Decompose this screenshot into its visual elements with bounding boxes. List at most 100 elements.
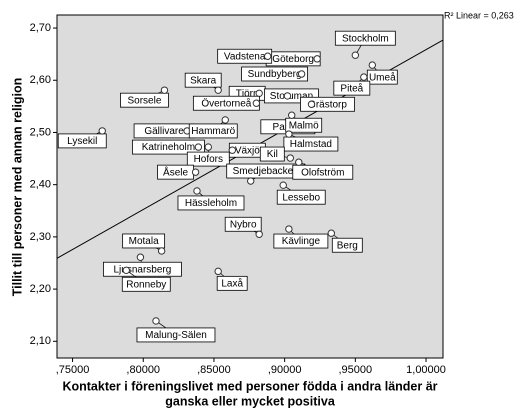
- point: [255, 230, 263, 238]
- point-label: Piteå: [340, 82, 363, 94]
- point-label: Hässleholm: [185, 198, 237, 209]
- label-box: [276, 189, 326, 205]
- point-label: Motala: [129, 236, 159, 247]
- point: [122, 266, 130, 274]
- point-label: Umeå: [369, 71, 396, 83]
- x-tick-label: ,80000: [126, 364, 160, 376]
- x-tick-label: ,75000: [56, 364, 90, 376]
- label-box: [57, 133, 107, 149]
- point-label: Kil: [267, 149, 278, 160]
- point: [351, 51, 360, 59]
- point-label: Ronneby: [126, 279, 166, 290]
- point-label: Halmstad: [290, 139, 332, 150]
- point-label: Åsele: [163, 165, 188, 178]
- point: [307, 100, 316, 108]
- label-box: [292, 164, 354, 180]
- point-label: Ljusnarsberg: [114, 264, 172, 275]
- y-tick-label: 2,60: [30, 74, 51, 86]
- x-tick-label: 1,00000: [406, 364, 446, 376]
- point: [297, 70, 306, 78]
- x-tick-label: ,85000: [197, 364, 231, 376]
- point-label: Tjörn: [236, 88, 259, 99]
- label-box: [241, 66, 309, 82]
- point-label: Malung-Sälen: [145, 330, 207, 341]
- point: [313, 55, 321, 63]
- label-box: [131, 139, 205, 155]
- point-label: Stockholm: [342, 33, 389, 44]
- label-box: [136, 327, 216, 343]
- point: [252, 99, 261, 107]
- point: [152, 317, 160, 325]
- point: [98, 127, 106, 135]
- point-label: Hammarö: [191, 126, 235, 137]
- point-label: Storuman: [270, 91, 313, 102]
- label-box: [217, 48, 273, 64]
- label-box: [334, 30, 396, 46]
- label-box: [224, 216, 262, 232]
- point: [285, 225, 293, 233]
- label-box: [177, 195, 245, 211]
- point: [285, 130, 293, 138]
- point: [194, 143, 203, 151]
- label-box: [121, 276, 171, 292]
- point-label: Katrineholm: [142, 142, 195, 153]
- label-box: [285, 117, 323, 133]
- y-tick-label: 2,70: [30, 22, 51, 34]
- point-label: Hofors: [194, 154, 223, 165]
- label-box: [103, 261, 182, 277]
- x-axis-title: ganska eller mycket positiva: [165, 394, 336, 408]
- point: [279, 181, 287, 189]
- label-box: [300, 96, 355, 112]
- point-label: Kävlinge: [282, 236, 321, 247]
- label-box: [273, 233, 329, 249]
- y-axis-title: Tillit till personer med annan religion: [10, 78, 24, 297]
- point: [193, 187, 201, 195]
- label-box: [331, 237, 363, 253]
- label-box: [259, 146, 285, 162]
- point: [368, 61, 377, 69]
- point-label: Malmö: [289, 120, 319, 131]
- point: [283, 92, 292, 100]
- point: [204, 143, 212, 151]
- point-label: Skara: [190, 75, 217, 86]
- point-label: Nybro: [230, 219, 257, 230]
- label-box: [188, 123, 238, 139]
- point: [228, 146, 237, 154]
- point-label: Olofström: [301, 167, 344, 178]
- label-box: [120, 92, 169, 108]
- point: [191, 168, 200, 176]
- label-box: [216, 275, 248, 291]
- label-box: [283, 136, 339, 152]
- point-label: Växjö: [235, 145, 260, 156]
- point-label: Smedjebacken: [233, 166, 299, 177]
- point: [136, 253, 145, 261]
- point-label: Sundbyberg: [248, 69, 302, 80]
- point: [288, 111, 296, 119]
- label-box: [333, 80, 371, 96]
- point-label: Sorsele: [128, 95, 162, 106]
- point-label: Grästorp: [308, 99, 347, 110]
- y-tick-label: 2,50: [30, 126, 51, 138]
- point: [360, 73, 368, 81]
- point-label: Göteborg: [272, 54, 314, 65]
- label-box: [186, 151, 230, 167]
- point-label: Lessebo: [282, 192, 320, 203]
- point-label: Laxå: [221, 277, 243, 289]
- point: [255, 89, 263, 98]
- x-tick-label: ,90000: [268, 364, 302, 376]
- point: [286, 154, 294, 162]
- r2-annotation: R² Linear = 0,263: [444, 10, 514, 20]
- point: [263, 52, 272, 60]
- point: [214, 86, 222, 94]
- point: [160, 86, 169, 94]
- point-label: Gällivare: [144, 126, 184, 137]
- point: [327, 229, 336, 237]
- point: [295, 158, 303, 166]
- point: [157, 247, 166, 255]
- y-tick-label: 2,20: [30, 283, 51, 295]
- x-tick-label: ,95000: [339, 364, 373, 376]
- point: [221, 116, 229, 124]
- point: [214, 267, 222, 276]
- y-tick-label: 2,30: [30, 231, 51, 243]
